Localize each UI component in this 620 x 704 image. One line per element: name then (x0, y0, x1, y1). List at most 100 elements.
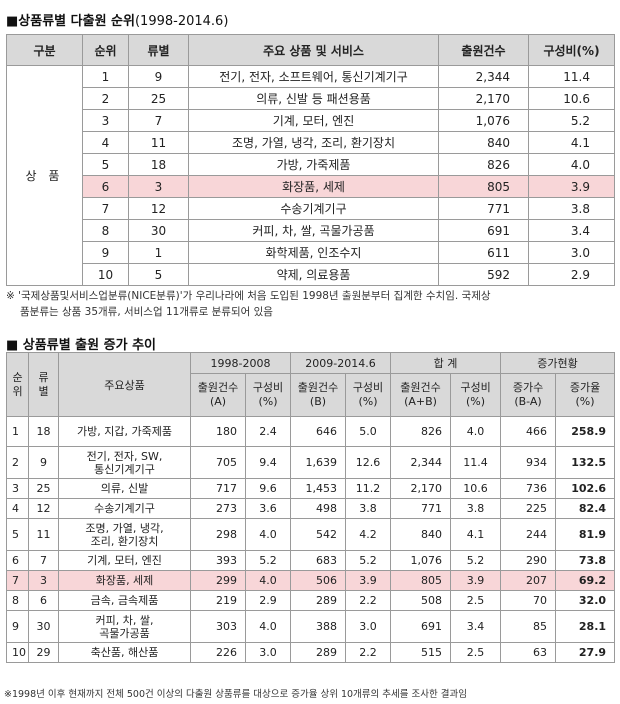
total-count-cell: 2,170 (390, 478, 452, 499)
growth-row: 7 3 화장품, 세제 299 4.0 506 3.9 805 3.9 207 69.2 (6, 570, 616, 591)
ranking-row: 2 25 의류, 신발 등 패션용품 2,170 10.6 (7, 87, 615, 110)
increase-rate-cell: 258.9 (555, 416, 616, 447)
class-cell: 3 (28, 570, 59, 591)
class-cell: 7 (128, 109, 189, 132)
p2-count-cell: 683 (290, 550, 346, 571)
header-p2-count: 출원건수 (B) (290, 373, 346, 417)
ratio-cell: 10.6 (528, 87, 615, 110)
class-cell: 12 (128, 197, 189, 220)
rank-cell: 6 (82, 175, 129, 198)
total-count-cell: 771 (390, 498, 452, 519)
ranking-row: 6 3 화장품, 세제 805 3.9 (7, 175, 615, 198)
product-cell: 축산품, 해산품 (58, 642, 191, 663)
count-cell: 611 (438, 241, 529, 264)
p2-count-cell: 1,453 (290, 478, 346, 499)
growth-row: 8 6 금속, 금속제품 219 2.9 289 2.2 508 2.5 70 32.0 (6, 590, 616, 611)
ranking-row: 상 품 1 9 전기, 전자, 소프트웨어, 통신기계기구 2,344 11.4 (6, 65, 615, 286)
increase-rate-cell: 73.8 (555, 550, 616, 571)
product-cell: 커피, 차, 쌀, 곡물가공품 (58, 610, 191, 643)
p1-count-cell: 273 (190, 498, 246, 519)
growth-row: 3 25 의류, 신발 717 9.6 1,453 11.2 2,170 10.6 736 102.… (6, 478, 616, 499)
rank-cell: 4 (82, 131, 129, 154)
growth-row: 1 18 가방, 지갑, 가죽제품 180 2.4 646 5.0 826 4.0 466 258.… (6, 416, 616, 447)
total-count-cell: 1,076 (390, 550, 452, 571)
increase-cell: 244 (500, 518, 557, 551)
header-total: 합 계 (390, 352, 502, 374)
class-cell: 25 (128, 87, 189, 110)
total-ratio-cell: 2.5 (450, 590, 502, 611)
ranking-row: 5 18 가방, 가죽제품 826 4.0 (7, 153, 615, 176)
count-cell: 592 (438, 263, 529, 286)
increase-cell: 85 (500, 610, 557, 643)
p2-count-cell: 646 (290, 416, 346, 447)
increase-cell: 63 (500, 642, 557, 663)
increase-rate-cell: 82.4 (555, 498, 616, 519)
rank-cell: 5 (82, 153, 129, 176)
product-cell: 기계, 모터, 엔진 (188, 109, 439, 132)
count-cell: 2,170 (438, 87, 529, 110)
header-p2-ratio: 구성비 (%) (344, 373, 392, 417)
count-cell: 826 (438, 153, 529, 176)
growth-row: 10 29 축산품, 해산품 226 3.0 289 2.2 515 2.5 63 27.9 (6, 642, 616, 663)
ranking-row: 7 12 수송기계기구 771 3.8 (7, 197, 615, 220)
ratio-cell: 3.8 (528, 197, 615, 220)
growth-header-row-1: 순위 류별 주요상품 1998-2008 2009-2014.6 합 계 증가현… (6, 352, 616, 417)
header-products: 주요 상품 및 서비스 (188, 34, 439, 66)
ratio-cell: 11.4 (528, 65, 615, 88)
increase-rate-cell: 102.6 (555, 478, 616, 499)
p1-count-cell: 298 (190, 518, 246, 551)
section1-title-main: ■상품류별 다출원 순위 (6, 14, 135, 29)
total-ratio-cell: 3.9 (450, 570, 502, 591)
increase-cell: 290 (500, 550, 557, 571)
header-class-vertical: 류별 (28, 352, 59, 417)
rank-cell: 2 (6, 446, 29, 479)
class-cell: 7 (28, 550, 59, 571)
increase-cell: 70 (500, 590, 557, 611)
rank-cell: 1 (6, 416, 29, 447)
header-increase-rate: 증가율 (%) (555, 373, 616, 417)
rank-cell: 1 (82, 65, 129, 88)
header-ratio: 구성비(%) (528, 34, 615, 66)
note-line-2: 품분류는 상품 35개류, 서비스업 11개류로 분류되어 있음 (20, 306, 273, 318)
section1-note: ※ '국제상품및서비스업분류(NICE분류)'가 우리나라에 처음 도입된 19… (6, 288, 614, 320)
header-division: 구분 (6, 34, 83, 66)
p1-ratio-cell: 3.0 (245, 642, 291, 663)
p2-count-cell: 506 (290, 570, 346, 591)
growth-table: 순위 류별 주요상품 1998-2008 2009-2014.6 합 계 증가현… (6, 352, 616, 663)
total-ratio-cell: 3.4 (450, 610, 502, 643)
p1-ratio-cell: 2.9 (245, 590, 291, 611)
count-cell: 840 (438, 131, 529, 154)
product-cell: 조명, 가열, 냉각, 조리, 환기장치 (188, 131, 439, 154)
total-ratio-cell: 5.2 (450, 550, 502, 571)
total-count-cell: 826 (390, 416, 452, 447)
product-cell: 의류, 신발 등 패션용품 (188, 87, 439, 110)
class-cell: 30 (28, 610, 59, 643)
p2-ratio-cell: 3.8 (344, 498, 392, 519)
ratio-cell: 5.2 (528, 109, 615, 132)
product-cell: 기계, 모터, 엔진 (58, 550, 191, 571)
total-count-cell: 2,344 (390, 446, 452, 479)
total-count-cell: 840 (390, 518, 452, 551)
product-cell: 화장품, 세제 (188, 175, 439, 198)
ratio-cell: 3.4 (528, 219, 615, 242)
ranking-table: 구분 순위 류별 주요 상품 및 서비스 출원건수 구성비(%) 상 품 1 9 전기… (6, 34, 615, 286)
product-cell: 화장품, 세제 (58, 570, 191, 591)
increase-rate-cell: 69.2 (555, 570, 616, 591)
product-cell: 약제, 의료용품 (188, 263, 439, 286)
header-period-2009-2014: 2009-2014.6 (289, 352, 392, 374)
total-count-cell: 805 (390, 570, 452, 591)
class-cell: 6 (28, 590, 59, 611)
p2-count-cell: 542 (290, 518, 346, 551)
product-cell: 전기, 전자, 소프트웨어, 통신기계기구 (188, 65, 439, 88)
growth-row: 4 12 수송기계기구 273 3.6 498 3.8 771 3.8 225 82.4 (6, 498, 616, 519)
p1-count-cell: 299 (190, 570, 246, 591)
total-count-cell: 508 (390, 590, 452, 611)
count-cell: 691 (438, 219, 529, 242)
rank-cell: 3 (82, 109, 129, 132)
total-ratio-cell: 2.5 (450, 642, 502, 663)
p2-ratio-cell: 5.2 (344, 550, 392, 571)
growth-row: 2 9 전기, 전자, SW, 통신기계기구 705 9.4 1,639 12.6 2,344 1… (6, 446, 616, 479)
ratio-cell: 3.9 (528, 175, 615, 198)
product-cell: 커피, 차, 쌀, 곡물가공품 (188, 219, 439, 242)
p1-ratio-cell: 4.0 (245, 518, 291, 551)
